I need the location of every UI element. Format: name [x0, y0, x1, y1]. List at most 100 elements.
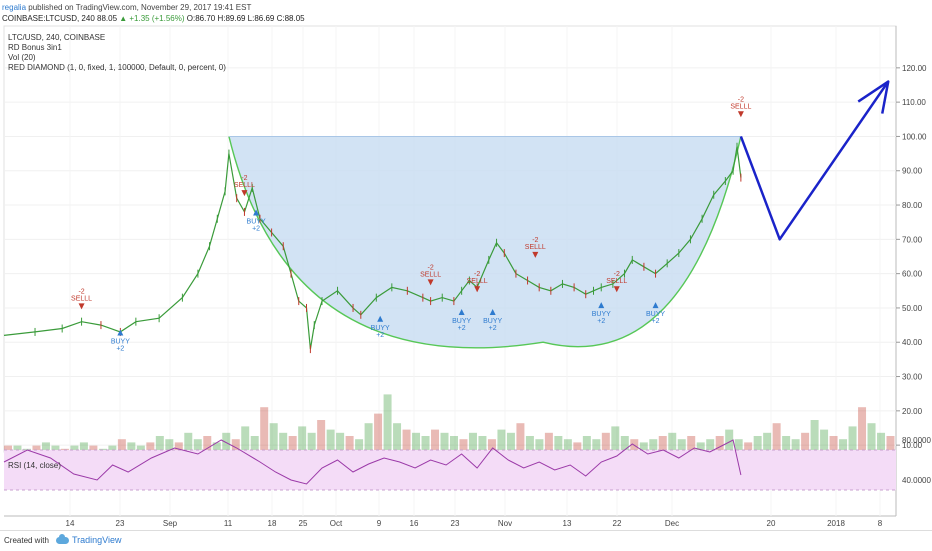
- volume-bar: [611, 426, 620, 452]
- indicator-legend-item: Vol (20): [8, 53, 36, 62]
- volume-bar: [516, 423, 525, 452]
- y-tick-label: 60.00: [902, 270, 923, 279]
- volume-bar: [431, 429, 440, 452]
- volume-bar: [573, 442, 582, 452]
- x-tick-label: 2018: [827, 519, 845, 528]
- volume-bar: [146, 442, 155, 452]
- ohlc-text: O:86.70 H:89.69 L:86.69 C:88.05: [184, 14, 305, 23]
- rsi-line: [3, 439, 742, 485]
- volume-bar: [307, 432, 316, 452]
- volume-bar: [412, 432, 421, 452]
- volume-bar: [231, 439, 240, 452]
- chart-canvas[interactable]: 120.00 110.00 100.00 90.00 80.00 70.00 60.00 50…: [0, 0, 932, 530]
- buy-arrow-icon: [458, 308, 465, 315]
- volume-bar: [601, 432, 610, 452]
- volume-bar: [839, 439, 848, 452]
- buy-signal-label: BUYY: [111, 339, 130, 346]
- volume-bar: [554, 436, 563, 452]
- volume-bar: [355, 439, 364, 452]
- volume-bar: [706, 439, 715, 452]
- volume-bar: [487, 439, 496, 452]
- volume-bar: [668, 432, 677, 452]
- volume-bar: [687, 436, 696, 452]
- volume-bar: [440, 432, 449, 452]
- volume-bar: [544, 432, 553, 452]
- tradingview-logo[interactable]: TradingView: [56, 533, 122, 545]
- sell-arrow-icon: [613, 286, 620, 293]
- volume-bar: [782, 436, 791, 452]
- buy-signal-sub: +2: [489, 325, 497, 332]
- sell-signal-sub: -2: [532, 237, 538, 244]
- forecast-arrowhead-icon: [857, 80, 890, 114]
- volume-bar: [32, 445, 41, 452]
- y-tick-label: 90.00: [902, 167, 923, 176]
- volume-bar: [298, 426, 307, 452]
- sell-signal-sub: -2: [474, 271, 480, 278]
- volume-bar: [336, 432, 345, 452]
- y-tick-label: 50.00: [902, 304, 923, 313]
- cup-fill: [228, 136, 741, 348]
- x-tick-label: 22: [613, 519, 622, 528]
- y-tick-label: 110.00: [902, 98, 926, 107]
- sell-arrow-icon: [241, 190, 248, 197]
- cloud-icon: [56, 533, 69, 544]
- volume-bar: [858, 407, 867, 452]
- volume-bar: [497, 429, 506, 452]
- volume-bar: [525, 436, 534, 452]
- x-tick-label: 8: [878, 519, 883, 528]
- footer: Created with TradingView: [0, 530, 932, 551]
- volume-bar: [829, 436, 838, 452]
- volume-bar: [402, 429, 411, 452]
- volume-bar: [260, 407, 269, 452]
- volume-bar: [867, 423, 876, 452]
- volume-bar: [165, 439, 174, 452]
- volume-bar: [820, 429, 829, 452]
- cup-curve: [228, 136, 742, 349]
- price-change: ▲ +1.35 (+1.56%): [119, 14, 185, 23]
- volume-bar: [459, 439, 468, 452]
- y-tick-label: 70.00: [902, 235, 923, 244]
- volume-bar: [279, 432, 288, 452]
- x-tick-label: 25: [299, 519, 308, 528]
- sell-arrow-icon: [427, 279, 434, 286]
- volume-bar: [725, 429, 734, 452]
- publish-text: published on TradingView.com, November 2…: [26, 3, 252, 12]
- x-tick-label: Sep: [163, 519, 178, 528]
- x-tick-label: Dec: [665, 519, 679, 528]
- x-tick-label: 20: [767, 519, 776, 528]
- volume-bar: [592, 439, 601, 452]
- y-tick-label: 20.00: [902, 407, 923, 416]
- volume-bar: [136, 445, 145, 452]
- publish-info: regalia published on TradingView.com, No…: [2, 3, 251, 12]
- symbol-info: COINBASE:LTCUSD, 240 88.05 ▲ +1.35 (+1.5…: [2, 14, 305, 23]
- indicator-legend-item: LTC/USD, 240, COINBASE: [8, 33, 105, 42]
- volume-bar: [364, 423, 373, 452]
- volume-bar: [117, 439, 126, 452]
- buy-signal-label: BUYY: [247, 218, 266, 225]
- sell-signal-label: SELLL: [525, 244, 546, 251]
- forecast-line: [739, 80, 890, 241]
- volume-bar: [326, 429, 335, 452]
- volume-bar: [203, 436, 212, 452]
- sell-signal-sub: -2: [614, 271, 620, 278]
- y-tick-label: 10.00: [902, 441, 923, 450]
- sell-arrow-icon: [532, 251, 539, 258]
- volume-bar: [288, 436, 297, 452]
- volume-bar: [155, 436, 164, 452]
- buy-arrow-icon: [652, 302, 659, 309]
- volume-bar: [478, 436, 487, 452]
- volume-bar: [763, 432, 772, 452]
- buy-signal-sub: +2: [252, 225, 260, 232]
- buy-signal-sub: +2: [652, 318, 660, 325]
- x-tick-label: 14: [66, 519, 75, 528]
- volume-bar: [563, 439, 572, 452]
- buy-signal-sub: +2: [597, 318, 605, 325]
- author-link[interactable]: regalia: [2, 3, 27, 12]
- sell-signal-label: SELLL: [467, 278, 488, 285]
- y-tick-label: 120.00: [902, 64, 927, 73]
- buy-arrow-icon: [377, 315, 384, 322]
- volume-bar: [241, 426, 250, 452]
- volume-bar: [506, 432, 515, 452]
- volume-bar: [791, 439, 800, 452]
- sell-signal-label: SELLL: [420, 271, 441, 278]
